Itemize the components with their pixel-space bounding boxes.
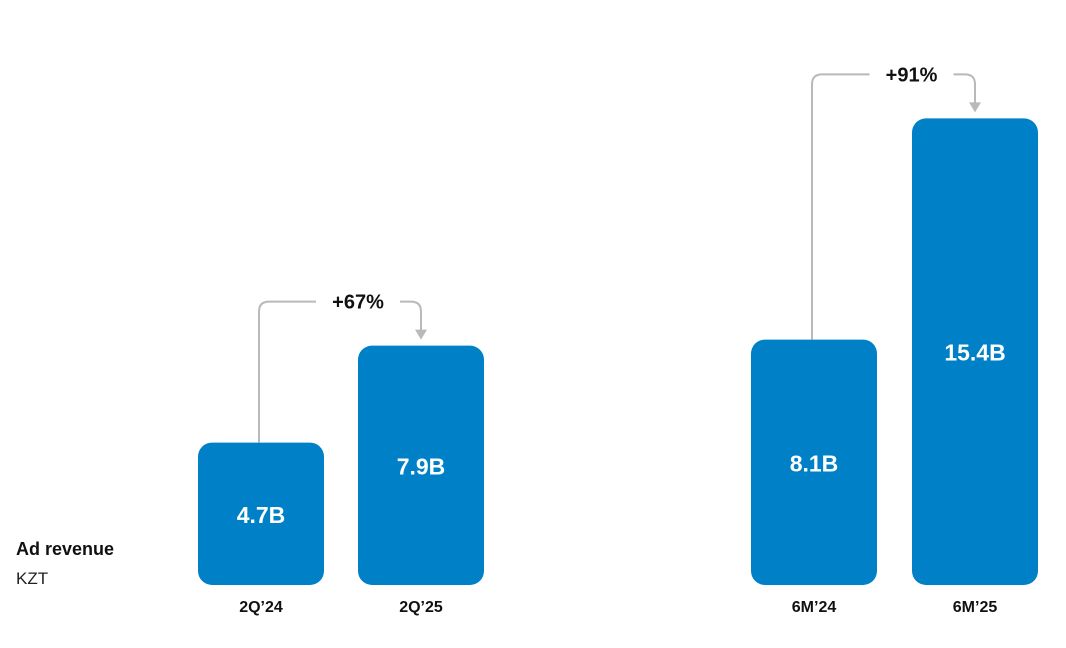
bar-value-label: 7.9B <box>397 453 446 479</box>
bar-2Q’24 <box>198 442 324 585</box>
bar-value-label: 4.7B <box>237 502 286 528</box>
category-label: 6M’25 <box>953 599 998 616</box>
change-percent-label: +91% <box>886 64 938 86</box>
change-connector-left <box>811 73 870 340</box>
bar-value-label: 15.4B <box>944 340 1005 366</box>
bar-6M’25 <box>912 118 1038 585</box>
metric-title: Ad revenue <box>16 539 115 559</box>
bar-value-label: 8.1B <box>790 450 839 476</box>
change-connector-right <box>953 73 976 105</box>
arrow-down-icon <box>969 102 981 113</box>
category-label: 6M’24 <box>792 599 837 616</box>
change-percent-label: +67% <box>332 292 384 314</box>
category-label: 2Q’25 <box>399 599 443 616</box>
change-connector-left <box>258 300 316 443</box>
bar-2Q’25 <box>358 345 484 585</box>
change-connector-right <box>400 300 422 332</box>
metric-unit: KZT <box>16 569 49 588</box>
category-label: 2Q’24 <box>239 599 283 616</box>
arrow-down-icon <box>415 329 427 340</box>
bar-6M’24 <box>751 339 877 585</box>
